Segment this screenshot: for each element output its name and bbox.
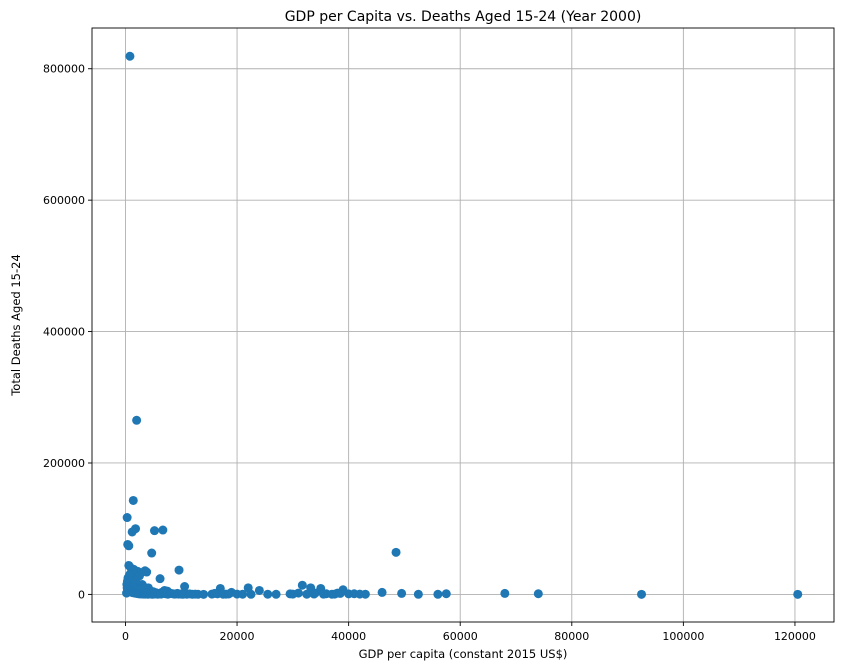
x-axis-label: GDP per capita (constant 2015 US$) [359,647,568,661]
grid-lines [92,28,834,622]
data-point [149,526,159,536]
y-tick-label: 200000 [43,457,85,470]
data-point [377,587,387,597]
data-point [533,589,543,599]
data-point [391,547,401,557]
chart-title: GDP per Capita vs. Deaths Aged 15-24 (Ye… [285,9,642,25]
data-point [158,525,168,535]
data-point [199,589,209,599]
data-point [147,548,157,558]
y-tick-label: 600000 [43,194,85,207]
data-point [190,589,200,599]
data-point [128,495,138,505]
data-point [263,589,273,599]
x-tick-label: 0 [122,630,129,643]
data-point [224,589,234,599]
data-point [246,589,256,599]
data-point [413,589,423,599]
data-point [127,527,137,537]
data-point [360,589,370,599]
x-tick-label: 80000 [554,630,589,643]
plot-frame [91,27,835,623]
x-axis-ticks: 0 20000 40000 60000 80000 100000 120000 [122,622,816,643]
data-point [155,574,165,584]
data-point [433,589,443,599]
x-tick-label: 100000 [662,630,704,643]
data-point [793,589,803,599]
data-point [210,588,220,598]
data-point [178,589,188,599]
data-point [271,589,281,599]
y-axis-ticks: 0 200000 400000 600000 800000 [43,63,92,601]
data-point [288,589,298,599]
data-point [238,589,248,599]
x-tick-label: 60000 [443,630,478,643]
data-point [441,589,451,599]
y-tick-label: 400000 [43,326,85,339]
data-point [500,588,510,598]
y-tick-label: 800000 [43,63,85,76]
data-point [297,580,307,590]
x-tick-label: 20000 [220,630,255,643]
y-tick-label: 0 [78,588,85,601]
y-axis-label: Total Deaths Aged 15-24 [9,254,23,397]
data-point [130,576,140,586]
data-point [180,582,190,592]
data-point [335,588,345,598]
data-point [132,415,142,425]
data-point [327,589,337,599]
data-point [254,585,264,595]
data-point [397,588,407,598]
data-point [124,541,134,551]
x-tick-label: 120000 [774,630,816,643]
data-point [122,513,132,523]
data-point [174,565,184,575]
data-point [125,51,135,61]
data-points [122,51,803,599]
data-point [309,589,319,599]
data-point [637,589,647,599]
data-point [319,589,329,599]
x-tick-label: 40000 [331,630,366,643]
